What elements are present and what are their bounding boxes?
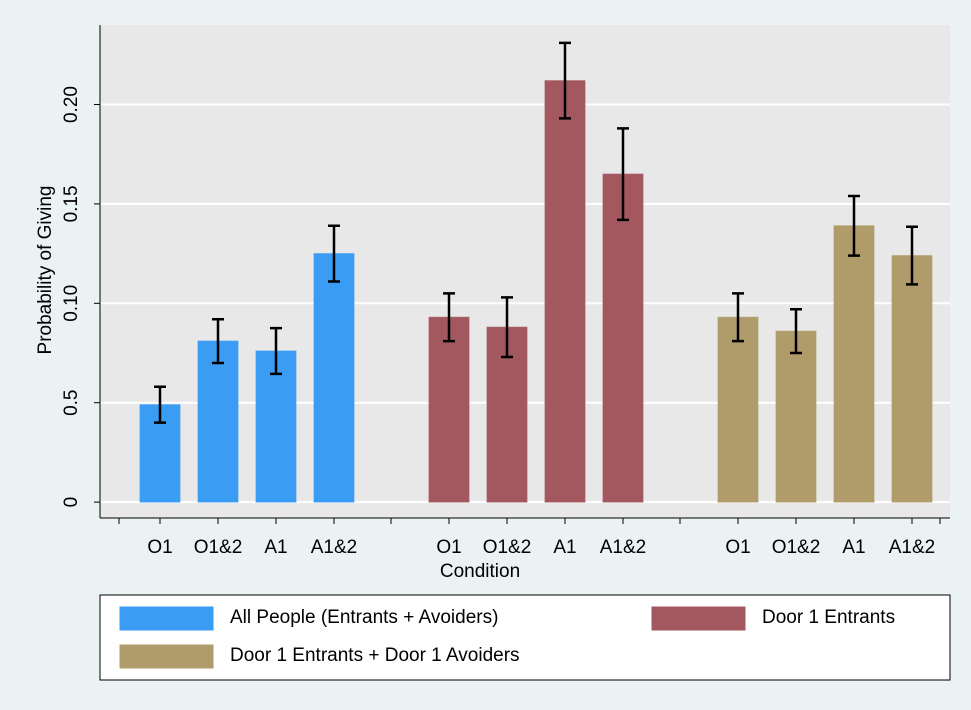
bar (313, 253, 355, 503)
x-tick-label: O1&2 (483, 537, 532, 558)
x-tick-label: A1&2 (311, 537, 357, 558)
x-tick-label: O1&2 (772, 537, 821, 558)
error-bar (732, 292, 744, 343)
bar (891, 255, 933, 503)
legend-swatch (119, 606, 214, 631)
bar (602, 173, 644, 503)
error-bar (501, 296, 513, 359)
error-bar (154, 385, 166, 424)
bar (833, 225, 875, 503)
error-bar (790, 308, 802, 355)
bar (717, 316, 759, 503)
x-tick-label: O1&2 (194, 537, 243, 558)
error-bar (559, 41, 571, 120)
error-bar (848, 194, 860, 257)
x-tick-label: O1 (147, 537, 172, 558)
legend-label: All People (Entrants + Avoiders) (230, 607, 498, 628)
bar (255, 350, 297, 503)
bar (197, 340, 239, 503)
bar (775, 330, 817, 503)
x-tick-label: O1 (436, 537, 461, 558)
error-bar (328, 224, 340, 283)
error-bar (443, 292, 455, 343)
y-tick-label: 0.15 (61, 185, 82, 222)
bar (544, 80, 586, 503)
legend-box (99, 594, 951, 681)
x-tick-label: A1&2 (600, 537, 646, 558)
legend-label: Door 1 Entrants (762, 607, 895, 628)
x-tick-label: A1 (264, 537, 287, 558)
x-tick-label: A1&2 (889, 537, 935, 558)
legend-swatch (651, 606, 746, 631)
x-tick-label: O1 (725, 537, 750, 558)
y-axis-title: Probability of Giving (35, 186, 56, 355)
x-tick-label: A1 (842, 537, 865, 558)
error-bar (212, 317, 224, 365)
x-axis-title: Condition (440, 561, 520, 582)
legend-label: Door 1 Entrants + Door 1 Avoiders (230, 645, 520, 666)
y-tick-label: 0 (61, 497, 82, 508)
y-tick-label: 0.10 (61, 285, 82, 322)
error-bar (617, 127, 629, 222)
y-tick-label: 0.20 (61, 86, 82, 123)
x-tick-label: A1 (553, 537, 576, 558)
legend-swatch (119, 644, 214, 669)
y-tick-label: 0.5 (61, 389, 82, 415)
error-bar (270, 326, 282, 376)
bar (428, 316, 470, 503)
error-bar (906, 225, 918, 286)
